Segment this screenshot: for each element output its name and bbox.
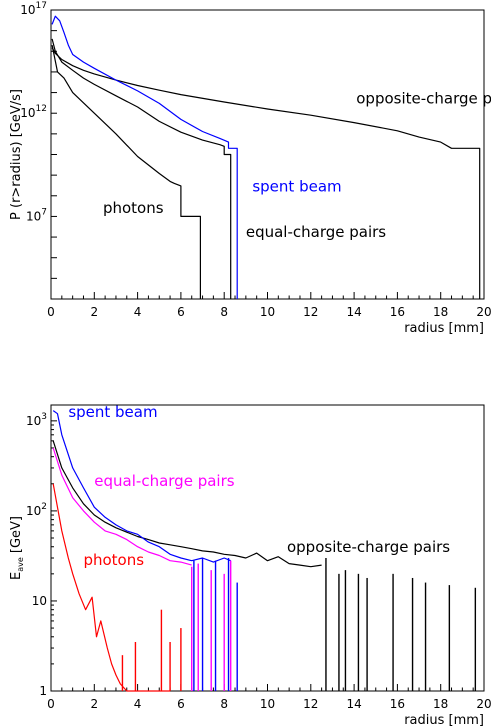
x-tick-label: 0 bbox=[47, 697, 55, 711]
series-label: equal-charge pairs bbox=[246, 223, 386, 241]
x-tick-label: 2 bbox=[90, 697, 98, 711]
x-tick-label: 14 bbox=[346, 305, 361, 319]
series-line bbox=[51, 47, 481, 299]
y-axis-label: P (r>radius) [GeV/s] bbox=[9, 89, 24, 220]
series-line bbox=[52, 483, 171, 692]
plot-frame bbox=[50, 9, 485, 300]
x-tick-label: 10 bbox=[260, 305, 275, 319]
series-spent-beam: spent beam bbox=[52, 403, 238, 691]
x-tick-label: 0 bbox=[47, 305, 55, 319]
series-equal-charge-pairs: equal-charge pairs bbox=[51, 38, 386, 299]
y-tick-label: 102 bbox=[26, 502, 47, 518]
x-tick-label: 14 bbox=[346, 697, 361, 711]
series-photons: photons bbox=[52, 483, 182, 692]
x-axis-label: radius [mm] bbox=[404, 713, 484, 728]
y-tick-label: 1012 bbox=[20, 104, 47, 120]
series-opposite-charge-pairs: opposite-charge pairs bbox=[51, 47, 491, 299]
series-label: photons bbox=[103, 199, 164, 217]
x-tick-label: 12 bbox=[303, 697, 318, 711]
x-tick-label: 4 bbox=[134, 305, 142, 319]
series-spent-beam: spent beam bbox=[51, 15, 342, 299]
x-tick-label: 4 bbox=[134, 697, 142, 711]
x-tick-label: 16 bbox=[390, 305, 405, 319]
x-tick-label: 6 bbox=[177, 305, 185, 319]
x-tick-label: 12 bbox=[303, 305, 318, 319]
series-label: spent beam bbox=[68, 403, 157, 421]
x-tick-label: 20 bbox=[476, 697, 491, 711]
x-tick-label: 6 bbox=[177, 697, 185, 711]
series-label: photons bbox=[83, 551, 144, 569]
series-label: equal-charge pairs bbox=[94, 472, 234, 490]
series-line bbox=[51, 38, 232, 299]
x-tick-label: 8 bbox=[220, 697, 228, 711]
x-tick-label: 2 bbox=[90, 305, 98, 319]
y-tick-label: 10 bbox=[32, 594, 47, 608]
x-tick-label: 8 bbox=[220, 305, 228, 319]
chart-panel-2: 0 2 4 6 8 10 12 14 16 18 20 1 10 102 103 radius [mm] Eav… bbox=[9, 403, 491, 728]
series-label: spent beam bbox=[252, 178, 341, 196]
y-tick-label: 107 bbox=[26, 207, 47, 223]
y-tick-label: 1 bbox=[39, 684, 47, 698]
series-equal-charge-pairs: equal-charge pairs bbox=[52, 447, 235, 691]
series-label: opposite-charge pairs bbox=[356, 89, 491, 107]
y-tick-label: 103 bbox=[26, 412, 47, 428]
series-line bbox=[51, 44, 201, 299]
y-axis-label: Eave [GeV] bbox=[9, 516, 25, 580]
x-tick-label: 10 bbox=[260, 697, 275, 711]
series-line bbox=[51, 15, 238, 299]
series-line bbox=[52, 440, 322, 568]
series-line bbox=[52, 447, 192, 566]
series-photons: photons bbox=[51, 44, 201, 299]
y-tick-label: 1017 bbox=[20, 1, 47, 17]
series-label: opposite-charge pairs bbox=[287, 538, 450, 556]
x-tick-label: 18 bbox=[433, 697, 448, 711]
x-tick-label: 20 bbox=[476, 305, 491, 319]
x-tick-label: 16 bbox=[390, 697, 405, 711]
x-tick-label: 18 bbox=[433, 305, 448, 319]
x-axis-label: radius [mm] bbox=[404, 321, 484, 336]
series-opposite-charge-pairs: opposite-charge pairs bbox=[52, 440, 477, 691]
